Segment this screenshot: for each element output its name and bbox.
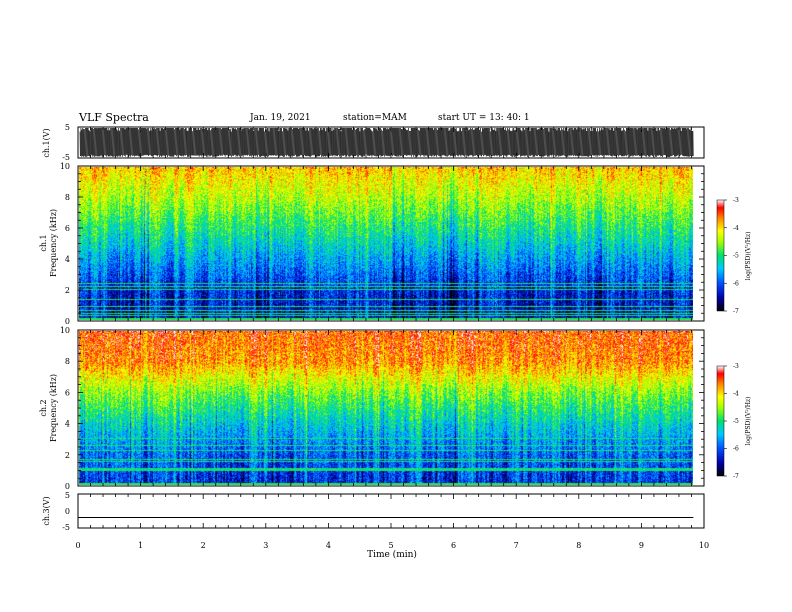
ch2-colorbar-tick-label: -5 (733, 418, 739, 425)
ch3-ytick-top: 5 (65, 491, 70, 500)
ch3-ytick-mid: 0 (65, 507, 70, 516)
ch3-ytick-bottom: -5 (62, 523, 70, 532)
x-tick-label: 6 (451, 541, 456, 550)
ch1-colorbar-tick-label: -6 (733, 280, 739, 287)
ch1-spec-ylabel-channel: ch.1 (39, 234, 48, 251)
x-tick-label: 9 (639, 541, 644, 550)
ch1-waveform-trace (79, 127, 694, 158)
ch1-colorbar-tick-label: -5 (733, 253, 739, 260)
ch1-ytick-top: 5 (65, 123, 70, 132)
ch1-spectrogram-ytick-label: 2 (65, 286, 70, 295)
ch2-spec-ylabel-channel: ch.2 (39, 399, 48, 416)
station-label: station=MAM (343, 113, 407, 123)
x-tick-label: 3 (263, 541, 268, 550)
ch1-waveform-panel: 5 -5 ch.1(V) (42, 123, 705, 162)
ch2-colorbar (716, 365, 725, 477)
ch1-spectrogram-ytick-label: 8 (65, 193, 70, 202)
ch2-colorbar-tick-label: -7 (733, 473, 739, 480)
ch1-colorbar (716, 199, 725, 312)
ch1-colorbar-tick-label: -7 (733, 308, 739, 315)
chart-title: VLF Spectra (79, 111, 149, 124)
ch3-waveform-panel: 5 0 -5 ch.3(V) 0 1 2 3 4 5 6 7 8 9 10 Time (min) (42, 491, 709, 560)
ch1-spectrogram-ytick-label: 10 (60, 162, 70, 171)
ch2-spectrogram-ytick-label: 10 (60, 326, 70, 335)
x-tick-label: 5 (388, 541, 393, 550)
ch3-waveform-frame (77, 493, 705, 529)
ch2-spectrogram-ytick-label: 8 (65, 357, 70, 366)
x-tick-label: 10 (699, 541, 709, 550)
ch2-spectrogram-ytick-label: 2 (65, 451, 70, 460)
x-tick-label: 1 (138, 541, 143, 550)
ch1-waveform-ylabel: ch.1(V) (42, 128, 51, 157)
ch2-spectrogram-ytick-label: 4 (65, 420, 70, 429)
ch1-colorbar-tick-label: -4 (733, 225, 739, 232)
ch3-waveform-ylabel: ch.3(V) (42, 496, 51, 525)
ch2-colorbar-tick-label: -3 (733, 363, 739, 370)
date-label: Jan. 19, 2021 (250, 113, 311, 123)
ch1-spectrogram-ytick-label: 0 (65, 317, 70, 326)
ch1-waveform-path (79, 127, 694, 158)
x-axis-label: Time (min) (367, 549, 417, 560)
ch1-spec-ylabel-frequency: Frequency (kHz) (49, 209, 58, 277)
ch2-spectrogram-ytick-label: 6 (65, 388, 70, 397)
ch2-spectrogram-ytick-label: 0 (65, 482, 70, 491)
x-tick-label: 0 (75, 541, 80, 550)
ch1-ytick-bottom: -5 (62, 153, 70, 162)
ch2-colorbar-tick-label: -4 (733, 391, 739, 398)
x-tick-label: 7 (514, 541, 519, 550)
ch2-colorbar-label: log(PSD)(V²/Hz) (745, 397, 752, 446)
ch2-spec-ylabel-frequency: Frequency (kHz) (49, 374, 58, 442)
ch1-spectrogram-ytick-label: 4 (65, 255, 70, 264)
x-tick-label: 4 (326, 541, 331, 550)
x-tick-label: 8 (576, 541, 581, 550)
ch1-colorbar-label: log(PSD)(V²/Hz) (745, 232, 752, 281)
ch1-spectrogram-image (79, 167, 693, 320)
x-tick-label: 2 (201, 541, 206, 550)
ch1-spectrogram-ytick-label: 6 (65, 224, 70, 233)
start-time-label: start UT = 13: 40: 1 (438, 113, 530, 123)
ch1-colorbar-tick-label: -3 (733, 197, 739, 204)
ch2-spectrogram-image (79, 331, 693, 485)
ch2-colorbar-tick-label: -6 (733, 446, 739, 453)
